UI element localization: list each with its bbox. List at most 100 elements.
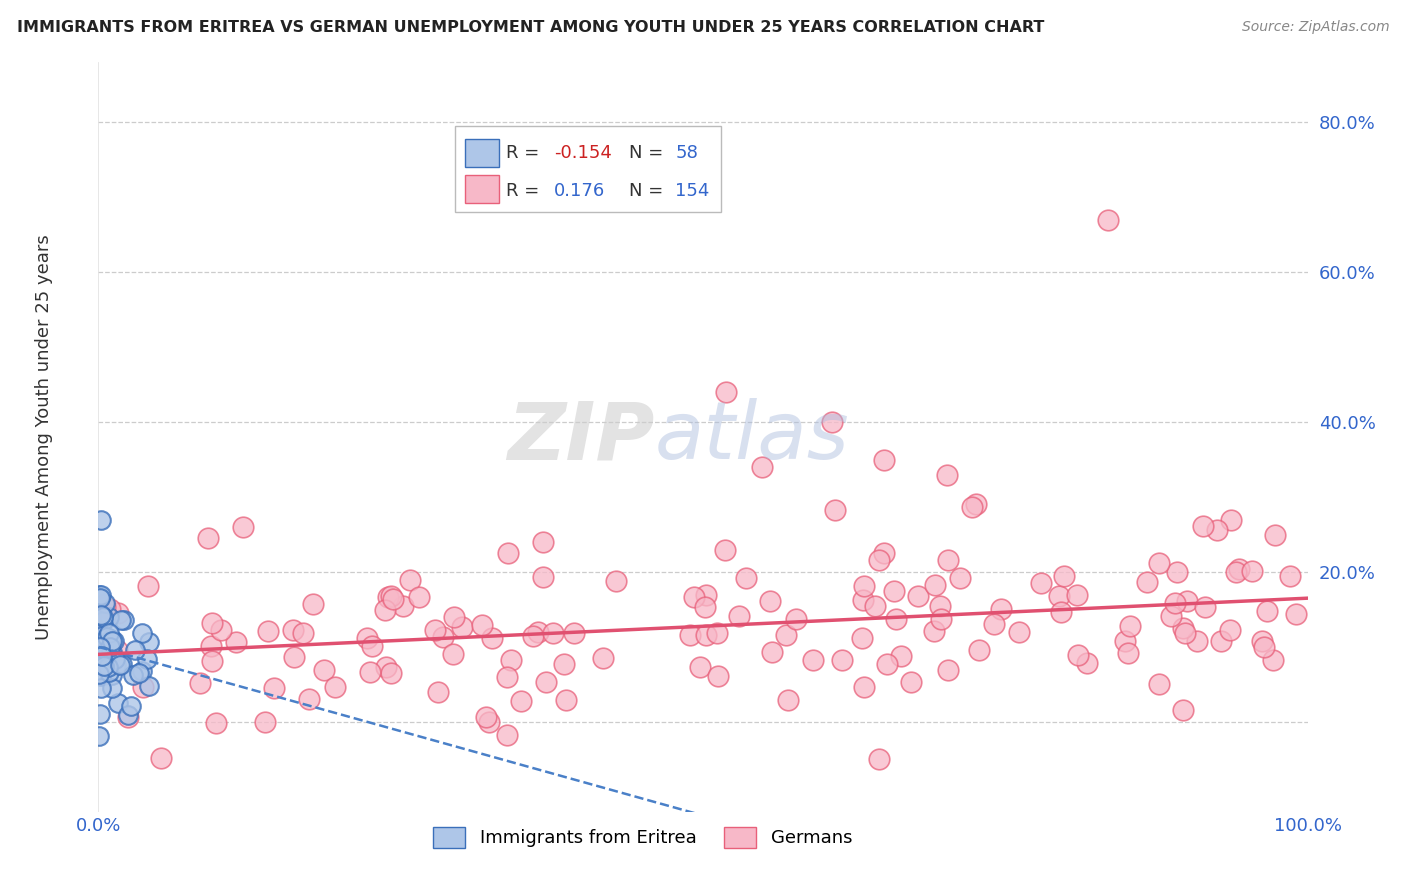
- Point: [105, 658, 128, 673]
- Point: [873, 546, 896, 560]
- Point: [361, 639, 384, 653]
- Point: [496, 670, 519, 684]
- Point: [101, 645, 124, 659]
- Point: [824, 503, 846, 517]
- Point: [94, 646, 117, 660]
- Point: [852, 579, 875, 593]
- Point: [359, 665, 381, 679]
- Point: [292, 625, 315, 640]
- Point: [323, 680, 346, 694]
- Point: [900, 675, 922, 690]
- Point: [1136, 574, 1159, 589]
- Point: [100, 668, 122, 682]
- Point: [90, 669, 112, 683]
- Text: R =: R =: [506, 145, 546, 162]
- Point: [714, 385, 737, 400]
- Point: [117, 708, 139, 723]
- Point: [98, 610, 121, 624]
- Point: [451, 620, 474, 634]
- Point: [93, 599, 115, 614]
- Point: [1116, 646, 1139, 660]
- Point: [924, 578, 946, 592]
- Point: [98, 602, 121, 616]
- Point: [89, 707, 111, 722]
- Point: [356, 632, 378, 646]
- Point: [527, 624, 550, 639]
- Point: [868, 553, 890, 567]
- Point: [301, 597, 323, 611]
- Point: [108, 657, 131, 672]
- Point: [392, 599, 415, 613]
- Point: [98, 625, 121, 640]
- Point: [683, 591, 706, 605]
- Point: [509, 694, 531, 708]
- Point: [136, 579, 159, 593]
- Point: [605, 574, 627, 588]
- Text: R =: R =: [506, 182, 546, 201]
- Point: [283, 649, 305, 664]
- Point: [110, 613, 132, 627]
- Point: [112, 613, 135, 627]
- Text: 154: 154: [675, 182, 710, 201]
- Point: [312, 663, 335, 677]
- FancyBboxPatch shape: [456, 126, 721, 212]
- Point: [281, 623, 304, 637]
- Point: [1067, 648, 1090, 663]
- Point: [1253, 640, 1275, 654]
- Point: [1049, 589, 1071, 603]
- Point: [534, 675, 557, 690]
- Point: [1225, 566, 1247, 580]
- Point: [531, 570, 554, 584]
- Point: [553, 657, 575, 671]
- Point: [1166, 565, 1188, 579]
- Text: 58: 58: [675, 145, 697, 162]
- Point: [209, 624, 232, 638]
- Point: [776, 693, 799, 707]
- Text: -0.154: -0.154: [554, 145, 612, 162]
- Point: [90, 609, 112, 624]
- Point: [948, 571, 970, 585]
- Point: [1008, 624, 1031, 639]
- Point: [1174, 626, 1197, 640]
- Point: [1053, 569, 1076, 583]
- Point: [90, 656, 112, 670]
- Point: [441, 647, 464, 661]
- Point: [775, 628, 797, 642]
- Point: [93, 631, 115, 645]
- Point: [929, 612, 952, 626]
- Point: [965, 497, 987, 511]
- Point: [1149, 676, 1171, 690]
- Text: N =: N =: [630, 145, 669, 162]
- Point: [522, 630, 544, 644]
- Point: [408, 590, 430, 604]
- Point: [382, 591, 405, 606]
- Point: [1284, 607, 1306, 621]
- Point: [377, 590, 399, 604]
- Point: [1219, 623, 1241, 637]
- Point: [149, 751, 172, 765]
- Point: [689, 659, 711, 673]
- Point: [938, 553, 960, 567]
- Point: [1209, 634, 1232, 648]
- Point: [727, 609, 749, 624]
- Point: [117, 710, 139, 724]
- Text: ZIP: ZIP: [508, 398, 655, 476]
- Point: [1191, 519, 1213, 533]
- Point: [990, 602, 1012, 616]
- Point: [936, 663, 959, 677]
- Point: [1220, 513, 1243, 527]
- Point: [1205, 523, 1227, 537]
- Point: [380, 666, 402, 681]
- Point: [93, 648, 115, 662]
- Legend: Immigrants from Eritrea, Germans: Immigrants from Eritrea, Germans: [426, 820, 859, 855]
- Point: [1256, 604, 1278, 618]
- Point: [929, 599, 952, 613]
- Text: Unemployment Among Youth under 25 years: Unemployment Among Youth under 25 years: [35, 235, 53, 640]
- Point: [120, 699, 142, 714]
- Point: [1279, 569, 1302, 583]
- Point: [89, 629, 111, 643]
- Point: [852, 593, 875, 607]
- Point: [122, 667, 145, 681]
- Point: [425, 623, 447, 637]
- Point: [90, 648, 112, 663]
